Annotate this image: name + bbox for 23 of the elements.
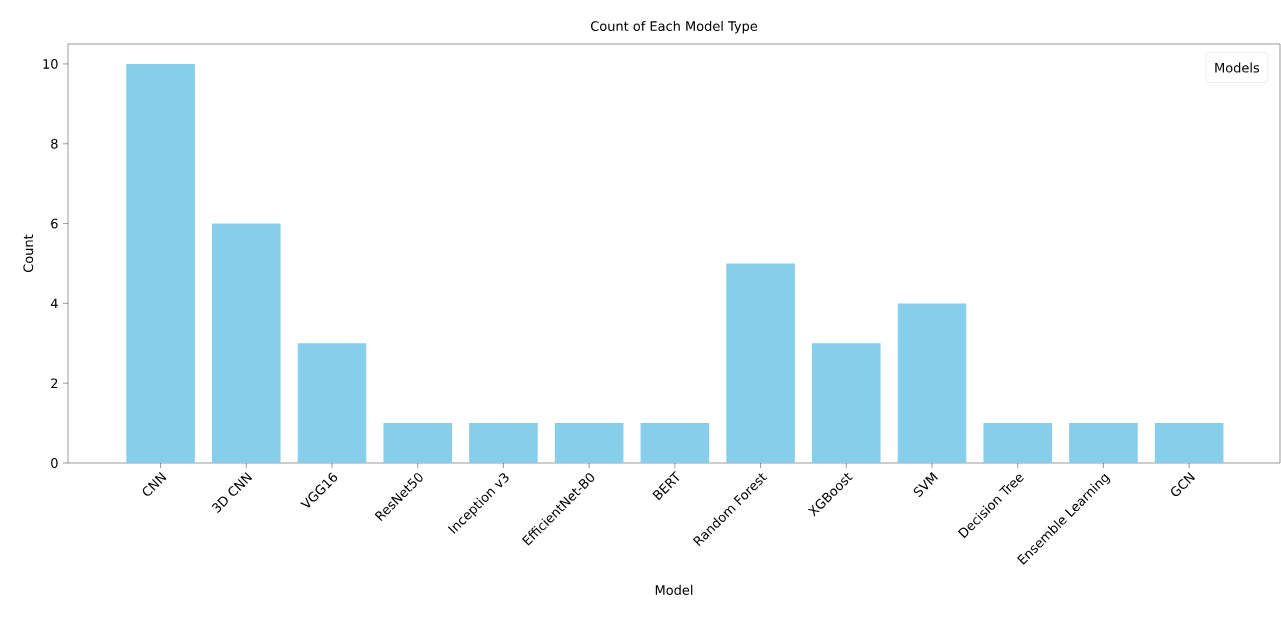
bar — [469, 423, 538, 463]
bar — [383, 423, 452, 463]
bar — [897, 303, 967, 463]
bar — [1154, 423, 1224, 463]
y-tick-label: 8 — [51, 138, 58, 149]
x-axis-title: Model — [655, 584, 693, 595]
bar — [297, 343, 367, 463]
bar — [726, 263, 795, 463]
y-tick-label: 6 — [51, 218, 58, 229]
bar — [812, 343, 881, 463]
y-axis-title: Count — [23, 234, 34, 272]
y-tick-label: 4 — [50, 298, 58, 309]
y-tick-label: 0 — [51, 458, 58, 468]
bar — [126, 63, 195, 463]
chart-title: Count of Each Model Type — [590, 20, 758, 34]
y-tick-label: 2 — [51, 378, 58, 388]
bar — [983, 423, 1053, 463]
bar — [640, 423, 710, 463]
bar — [1069, 423, 1138, 463]
y-tick-label: 10 — [43, 59, 58, 69]
bar — [212, 223, 281, 463]
legend-title: Models — [1215, 62, 1260, 73]
bar — [554, 423, 624, 463]
